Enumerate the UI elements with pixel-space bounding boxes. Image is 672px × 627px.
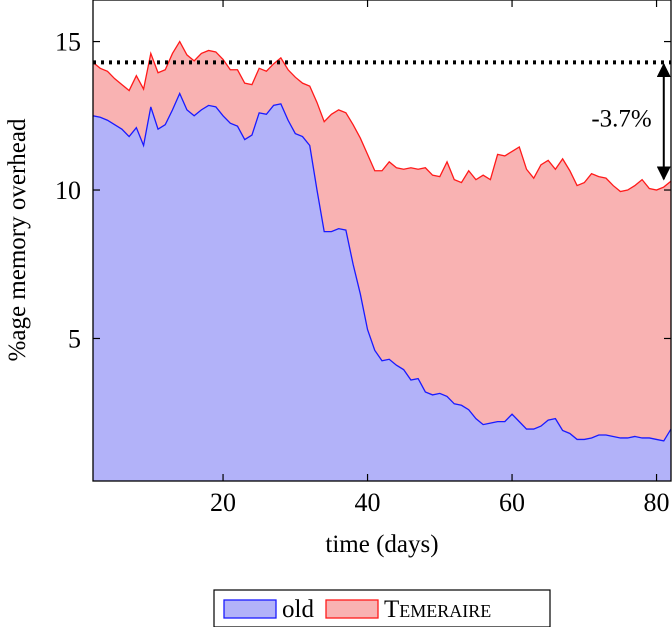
y-axis-title: %age memory overhead xyxy=(4,118,31,361)
legend-swatch-temeraire xyxy=(325,599,379,619)
plot-frame xyxy=(92,0,672,482)
plot-area xyxy=(93,40,671,481)
legend-box xyxy=(213,589,551,627)
overlay: -3.7% xyxy=(93,60,671,181)
annotation-label: -3.7% xyxy=(591,106,651,133)
y-tick-label: 10 xyxy=(55,176,81,205)
x-axis-title: time (days) xyxy=(325,531,438,558)
axis-ticks: 20 40 60 80 5 10 15 xyxy=(55,0,671,517)
line-temeraire xyxy=(93,40,671,193)
x-tick-label: 60 xyxy=(499,488,525,517)
x-tick-label: 20 xyxy=(210,488,236,517)
x-tick-label: 80 xyxy=(644,488,670,517)
legend-swatch-old xyxy=(223,599,277,619)
legend-label-temeraire: Temeraire xyxy=(384,596,491,623)
area-old xyxy=(93,93,671,481)
y-tick-label: 5 xyxy=(68,324,81,353)
legend: old Temeraire xyxy=(213,589,551,627)
y-tick-label: 15 xyxy=(55,28,81,57)
legend-label-old: old xyxy=(282,596,314,623)
x-tick-label: 40 xyxy=(355,488,381,517)
line-old xyxy=(93,91,671,442)
